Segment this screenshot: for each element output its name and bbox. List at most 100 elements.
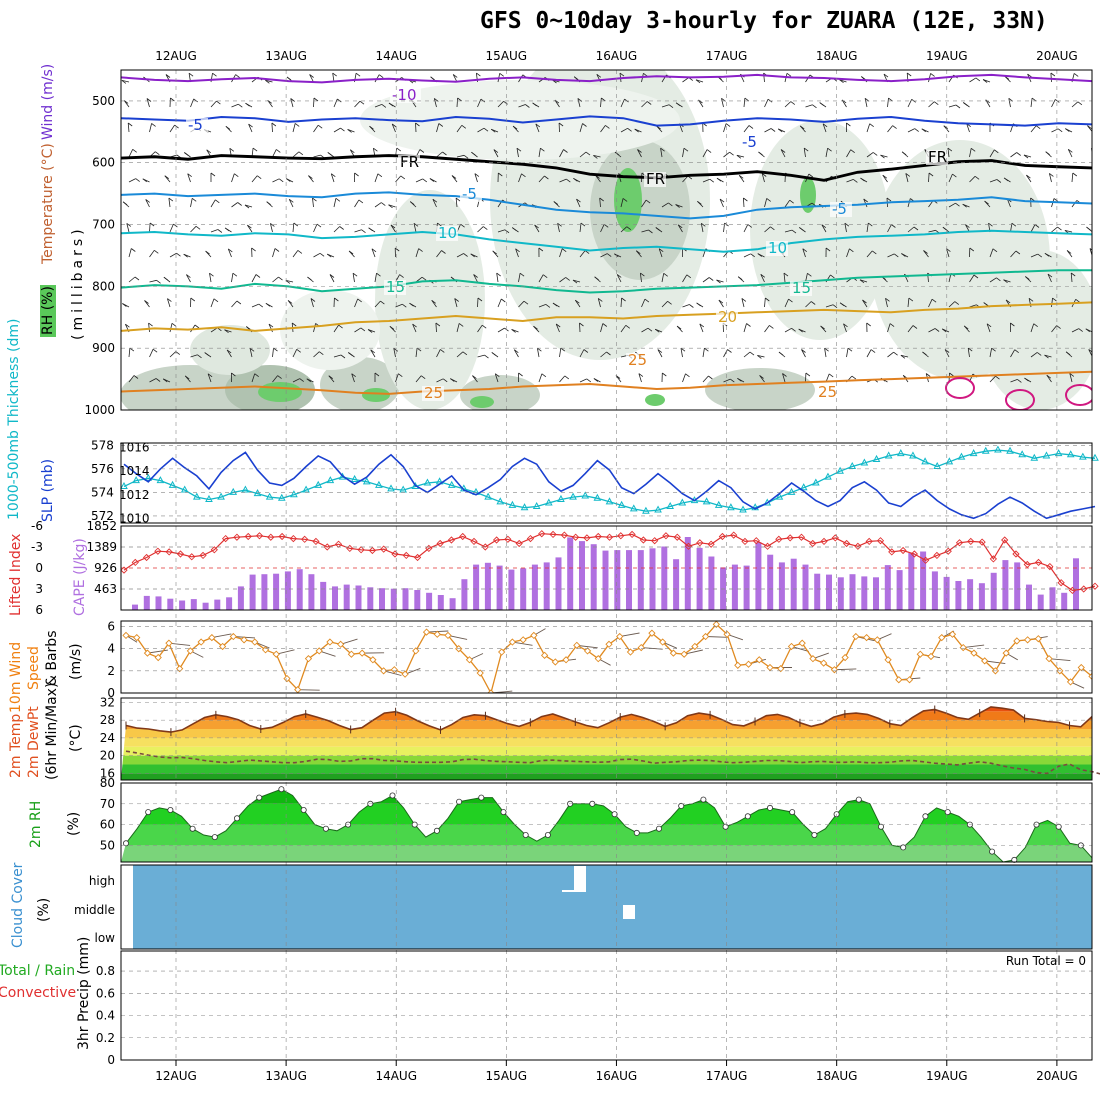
wind10m-point [820,659,828,667]
wind-barb [657,349,663,358]
li-point [899,546,907,555]
cape-tick-label: 1389 [86,540,117,554]
slp-label: SLP (mb) [40,459,56,522]
rh-shade-12 [190,325,270,375]
wind-barb-flag [331,173,336,178]
li-point [504,535,512,543]
pressure-tick-label: 900 [92,341,115,355]
wind-barb-flag [338,324,343,329]
wind-barb-flag [949,372,954,377]
wind-barb-flag [889,323,895,327]
isotherm-label-bg [384,280,406,295]
wind-barb [169,124,175,133]
slp-tick-label: 1010 [119,511,150,525]
wind-barb [1030,323,1035,333]
wind-barb [702,149,708,158]
wind-barb [395,303,403,308]
wind-barb [969,148,972,158]
warm-loop-1 [1005,389,1035,410]
wind-barb-flag [825,247,831,252]
wind-barb [190,226,197,233]
wind-barb-flag [901,253,906,257]
wind-barb-flag [790,101,796,105]
wind-barb-flag [306,378,312,383]
wind-barb [187,173,191,183]
li-point [413,553,422,562]
wind-barb-flag [231,372,236,377]
wind-barb [513,349,519,358]
wind-barb-flag [463,154,469,159]
wind-barb [907,226,915,233]
wind10m-point [787,642,796,651]
wind-barb [149,123,152,133]
wind-barb [682,373,686,383]
wind-barb [887,323,891,333]
wind-barb [784,298,789,308]
li-point [1080,585,1088,593]
wind-barb-flag [289,198,294,203]
wind-barb [168,198,171,208]
wind-barb-flag [799,125,805,130]
wind-barb-flag [357,298,362,303]
wind-barb-flag [400,175,406,180]
wind-barb-flag [371,248,377,253]
rh-point [989,848,996,855]
wind-barb [743,351,751,358]
wind-barb [313,124,319,133]
wind-barb-flag [921,128,927,133]
precip-bg [121,951,1092,1060]
rh-point [278,786,285,793]
wind-barb-flag [934,328,940,332]
li-point [131,558,139,567]
rh-moist-0 [614,168,642,232]
wind-barb-flag [747,224,753,228]
wind-barb [292,123,296,133]
wind-barb-flag [1065,128,1070,132]
wind-barb [1046,374,1052,383]
wind-barb [928,229,936,233]
wind-barb-flag [850,149,855,154]
wind-barb-flag [378,74,384,79]
wind-barb-flag [886,197,892,202]
wind-barb-flag [503,100,508,105]
precip-tick-label: 0 [107,1053,115,1067]
wind-barb [351,373,355,383]
wind-barb [557,223,560,233]
wind-barb-flag [518,372,523,377]
cape-bar [1037,594,1044,610]
rh-point [389,792,396,799]
wind10m-point [723,630,731,638]
wind-barb-flag [1077,101,1083,106]
wind-barb [312,198,314,208]
wind-barb [313,97,315,108]
thickness-point [520,503,529,511]
wind-barb-flag [676,325,682,330]
wind-barb-flag [441,250,446,254]
wind-barb [432,199,437,208]
rh-tick-label: 60 [100,818,115,832]
wind-barb [496,273,499,283]
wind-barb [803,148,806,158]
wind-barb-flag [523,300,529,305]
rh-shade-10 [980,250,1092,410]
wind-barb-flag [538,247,544,252]
wind-barb [538,304,547,308]
wind-barb-flag [268,323,274,328]
rh-shade-13 [280,290,380,370]
li-point [718,532,727,541]
wind-barb [310,298,314,308]
wind-barb-flag [313,97,319,102]
cape-bar [637,550,644,610]
wind-barb-flag [437,222,442,227]
date-label-top: 17AUG [706,49,748,63]
wind-barb [764,297,766,308]
li-point [560,531,568,539]
thickness-point [909,451,917,459]
wind-barb-flag [450,378,455,382]
wind10m-point [508,638,517,646]
wind-barb-flag [900,354,906,359]
rh-shade-8 [705,368,815,410]
wind-barb-flag [757,253,763,257]
cape-bar [1026,584,1032,610]
wind-barb [859,279,868,283]
